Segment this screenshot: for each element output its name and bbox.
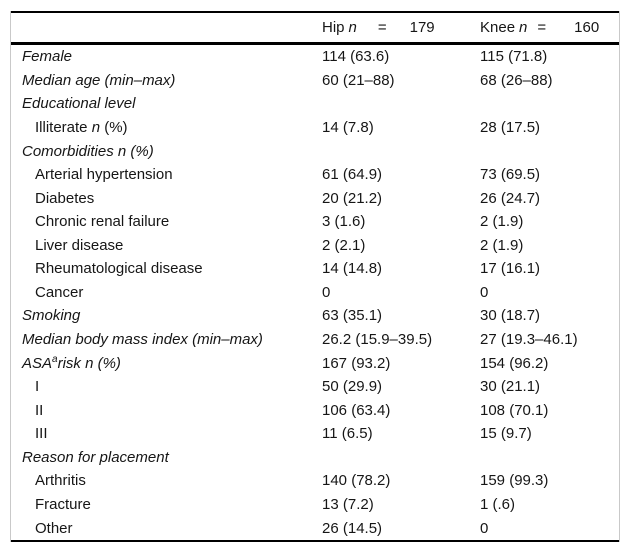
knee-value: 30 (18.7) xyxy=(480,307,541,325)
table-row: II 106 (63.4) 108 (70.1) xyxy=(11,398,619,422)
top-rule xyxy=(11,11,619,13)
hip-value: 106 (63.4) xyxy=(322,401,391,419)
header-divider-rule xyxy=(11,42,619,45)
table-row: Liver disease 2 (2.1) 2 (1.9) xyxy=(11,234,619,258)
knee-n-symbol: n xyxy=(519,19,528,36)
knee-value: 115 (71.8) xyxy=(480,48,548,66)
bottom-rule xyxy=(11,539,619,542)
row-label: I xyxy=(35,378,40,396)
hip-value: 167 (93.2) xyxy=(322,354,391,372)
knee-value: 68 (26–88) xyxy=(480,71,553,89)
row-label: Arterial hypertension xyxy=(35,166,173,184)
hip-value: 26.2 (15.9–39.5) xyxy=(322,331,433,349)
table-row: Cancer 0 0 xyxy=(11,281,619,305)
hip-equals: = xyxy=(377,19,387,36)
row-label: Arthritis xyxy=(35,472,86,490)
hip-value: 140 (78.2) xyxy=(322,472,391,490)
row-label: Female xyxy=(22,48,73,66)
hip-value: 2 (2.1) xyxy=(322,236,366,254)
table-row: Reason for placement xyxy=(11,446,619,470)
table-row: I 50 (29.9) 30 (21.1) xyxy=(11,375,619,399)
hip-value: 50 (29.9) xyxy=(322,378,383,396)
row-label: ASAarisk n (%) xyxy=(22,353,121,372)
hip-value: 61 (64.9) xyxy=(322,166,383,184)
row-label: Rheumatological disease xyxy=(35,260,203,278)
table-row: Female 114 (63.6) 115 (71.8) xyxy=(11,45,619,69)
hip-value: 11 (6.5) xyxy=(322,425,373,443)
table-row: III 11 (6.5) 15 (9.7) xyxy=(11,422,619,446)
knee-equals: = xyxy=(537,19,547,36)
table-body: Female 114 (63.6) 115 (71.8) Median age (mi… xyxy=(11,45,619,540)
knee-value: 17 (16.1) xyxy=(480,260,541,278)
hip-value: 14 (14.8) xyxy=(322,260,383,278)
table-row: Smoking 63 (35.1) 30 (18.7) xyxy=(11,304,619,328)
table-row: Arterial hypertension 61 (64.9) 73 (69.5) xyxy=(11,163,619,187)
row-label: Other xyxy=(35,519,73,537)
hip-value: 0 xyxy=(322,283,331,301)
hip-value: 13 (7.2) xyxy=(322,495,374,513)
hip-value: 3 (1.6) xyxy=(322,213,366,231)
column-header-knee: Knee n = 160 xyxy=(480,19,619,36)
knee-value: 15 (9.7) xyxy=(480,425,532,443)
table-row: Median body mass index (min–max) 26.2 (15… xyxy=(11,328,619,352)
table-row: Arthritis 140 (78.2) 159 (99.3) xyxy=(11,469,619,493)
knee-n-count: 160 xyxy=(574,19,600,36)
column-header-hip: Hip n = 179 xyxy=(322,19,480,36)
table-row: ASAarisk n (%) 167 (93.2) 154 (96.2) xyxy=(11,351,619,375)
knee-value: 0 xyxy=(480,519,489,537)
table-row: Median age (min–max) 60 (21–88) 68 (26–88) xyxy=(11,69,619,93)
row-label: Comorbidities n (%) xyxy=(22,142,154,160)
hip-value: 26 (14.5) xyxy=(322,519,383,537)
table-row: Other 26 (14.5) 0 xyxy=(11,516,619,540)
knee-value: 26 (24.7) xyxy=(480,189,541,207)
knee-value: 154 (96.2) xyxy=(480,354,549,372)
table-row: Rheumatological disease 14 (14.8) 17 (16.1… xyxy=(11,257,619,281)
table-row: Diabetes 20 (21.2) 26 (24.7) xyxy=(11,186,619,210)
hip-value: 114 (63.6) xyxy=(322,48,390,66)
hip-n-count: 179 xyxy=(409,19,435,36)
hip-value: 63 (35.1) xyxy=(322,307,383,325)
row-label: III xyxy=(35,425,48,443)
knee-value: 73 (69.5) xyxy=(480,166,541,184)
knee-value: 159 (99.3) xyxy=(480,472,549,490)
knee-value: 2 (1.9) xyxy=(480,236,524,254)
row-label: Educational level xyxy=(22,95,136,113)
row-label: Median body mass index (min–max) xyxy=(22,331,263,349)
table-row: Illiterate n (%) 14 (7.8) 28 (17.5) xyxy=(11,116,619,140)
row-label: Diabetes xyxy=(35,189,95,207)
table-row: Educational level xyxy=(11,92,619,116)
knee-value: 27 (19.3–46.1) xyxy=(480,331,578,349)
row-label: Chronic renal failure xyxy=(35,213,170,231)
row-label: II xyxy=(35,401,44,419)
table-header-row: Hip n = 179 Knee n = 160 xyxy=(11,13,619,42)
hip-value: 20 (21.2) xyxy=(322,189,383,207)
hip-label: Hip xyxy=(322,19,345,36)
knee-value: 108 (70.1) xyxy=(480,401,549,419)
row-label: Illiterate n (%) xyxy=(35,118,128,136)
table-row: Comorbidities n (%) xyxy=(11,139,619,163)
demographics-table: Hip n = 179 Knee n = 160 Female 114 (63.6) 115 (… xyxy=(10,11,620,542)
knee-value: 28 (17.5) xyxy=(480,118,541,136)
row-label: Fracture xyxy=(35,495,91,513)
knee-value: 2 (1.9) xyxy=(480,213,524,231)
row-label: Smoking xyxy=(22,307,81,325)
table-row: Chronic renal failure 3 (1.6) 2 (1.9) xyxy=(11,210,619,234)
hip-value: 60 (21–88) xyxy=(322,71,395,89)
knee-label: Knee xyxy=(480,19,516,36)
row-label: Liver disease xyxy=(35,236,124,254)
row-label: Cancer xyxy=(35,283,84,301)
hip-value: 14 (7.8) xyxy=(322,118,374,136)
table-row: Fracture 13 (7.2) 1 (.6) xyxy=(11,493,619,517)
hip-n-symbol: n xyxy=(348,19,357,36)
row-label: Reason for placement xyxy=(22,448,169,466)
row-label: Median age (min–max) xyxy=(22,71,176,89)
knee-value: 30 (21.1) xyxy=(480,378,541,396)
knee-value: 0 xyxy=(480,283,489,301)
knee-value: 1 (.6) xyxy=(480,495,516,513)
